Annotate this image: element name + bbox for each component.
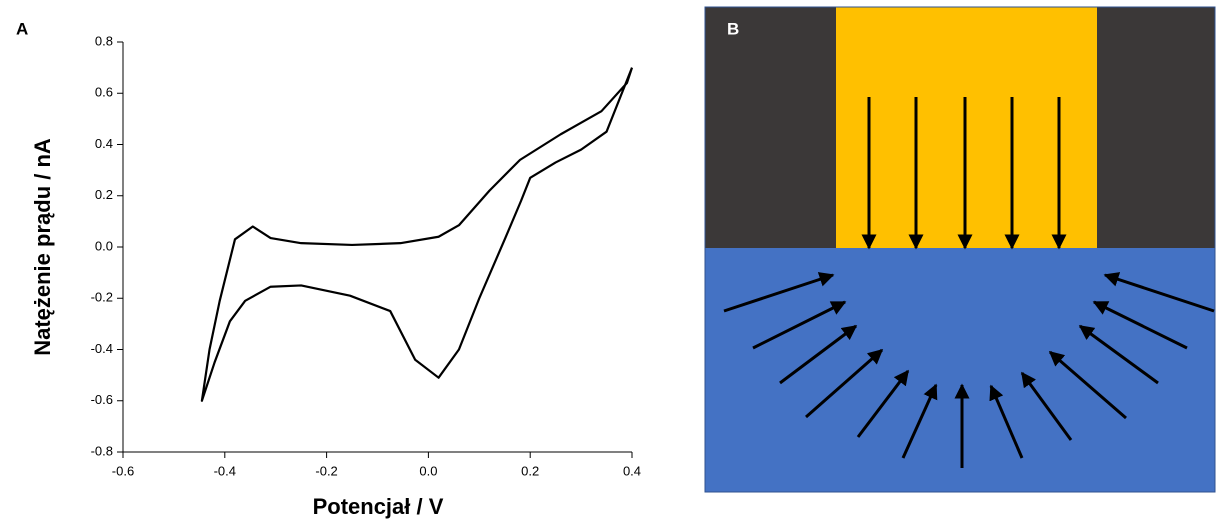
- panel-label: A: [16, 19, 28, 38]
- y-tick-label: 0.4: [95, 136, 113, 151]
- chart: A Potencjał / V Natężenie prądu / nA -0.…: [16, 19, 641, 518]
- y-tick-label: 0.8: [95, 33, 113, 48]
- x-tick-label: 0.4: [623, 463, 641, 478]
- x-tick-label: 0.2: [521, 463, 539, 478]
- panel-label: B: [727, 19, 739, 38]
- x-tick-label: -0.6: [112, 463, 134, 478]
- figure: A Potencjał / V Natężenie prądu / nA -0.…: [0, 0, 1219, 524]
- y-tick-label: -0.2: [91, 290, 113, 305]
- y-tick-label: -0.4: [91, 341, 113, 356]
- y-tick-label: -0.8: [91, 443, 113, 458]
- x-tick-label: -0.4: [214, 463, 236, 478]
- diagram: B: [705, 7, 1215, 492]
- x-tick-label: -0.2: [315, 463, 337, 478]
- x-tick-label: 0.0: [419, 463, 437, 478]
- x-axis-title: Potencjał / V: [313, 494, 444, 519]
- y-tick-label: 0.0: [95, 238, 113, 253]
- data-line: [202, 68, 632, 401]
- y-tick-label: -0.6: [91, 392, 113, 407]
- y-tick-label: 0.6: [95, 85, 113, 100]
- y-tick-label: 0.2: [95, 187, 113, 202]
- y-axis-title: Natężenie prądu / nA: [30, 138, 55, 356]
